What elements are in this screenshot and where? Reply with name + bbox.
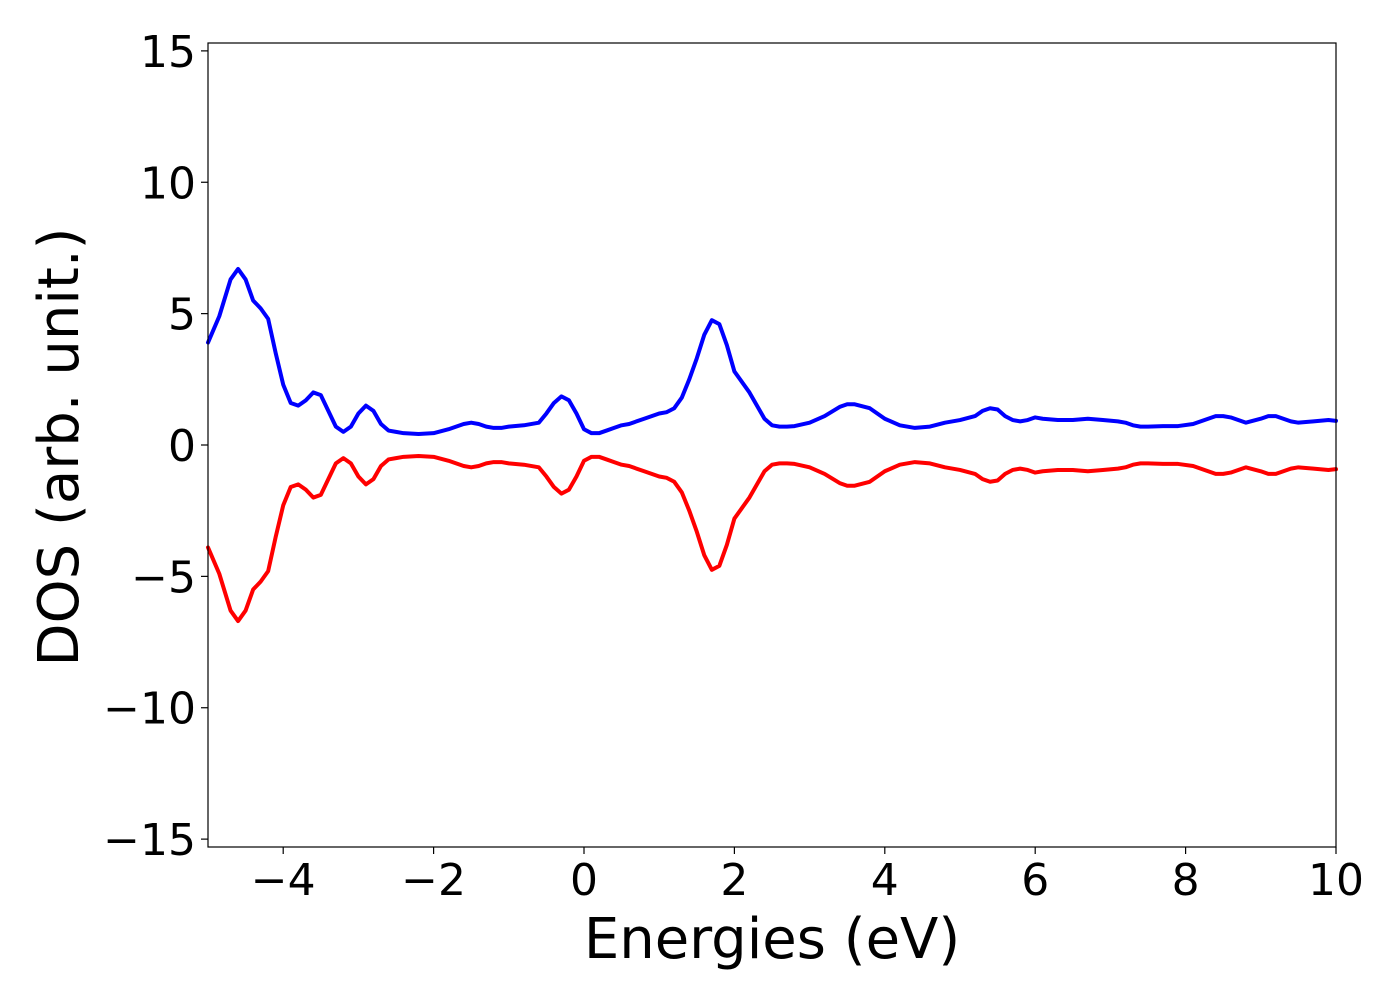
x-tick-label: 0 [570, 855, 598, 906]
y-tick-label: −10 [103, 684, 196, 735]
y-axis-ticks: −15 −10 −5 0 5 10 15 [103, 27, 208, 866]
y-tick-label: 15 [140, 27, 196, 78]
x-tick-label: 2 [720, 855, 748, 906]
y-tick-label: −15 [103, 815, 196, 866]
plot-area [208, 43, 1336, 847]
y-tick-label: 5 [168, 290, 196, 341]
x-tick-label: 10 [1308, 855, 1364, 906]
series-line-1 [206, 266, 1338, 436]
y-tick-label: 0 [168, 421, 196, 472]
x-axis-label: Energies (eV) [584, 907, 960, 972]
y-axis-label: DOS (arb. unit.) [27, 227, 92, 666]
y-tick-label: −5 [131, 552, 196, 603]
series-line-2 [206, 454, 1338, 624]
series-layer [206, 266, 1338, 624]
x-tick-label: −4 [251, 855, 316, 906]
x-tick-label: 6 [1021, 855, 1049, 906]
y-tick-label: 10 [140, 158, 196, 209]
x-tick-label: 4 [871, 855, 899, 906]
x-tick-label: −2 [401, 855, 466, 906]
x-tick-label: 8 [1172, 855, 1200, 906]
x-axis-ticks: −4 −2 0 2 4 6 8 10 [251, 847, 1364, 906]
